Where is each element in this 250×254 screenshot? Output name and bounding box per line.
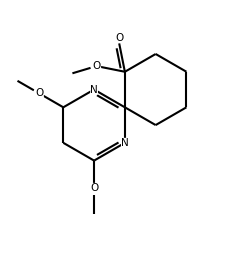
Text: O: O <box>92 61 100 71</box>
Text: O: O <box>90 183 98 193</box>
Text: O: O <box>115 33 123 43</box>
Text: O: O <box>35 88 43 98</box>
Text: N: N <box>90 85 98 94</box>
Text: N: N <box>121 138 129 148</box>
